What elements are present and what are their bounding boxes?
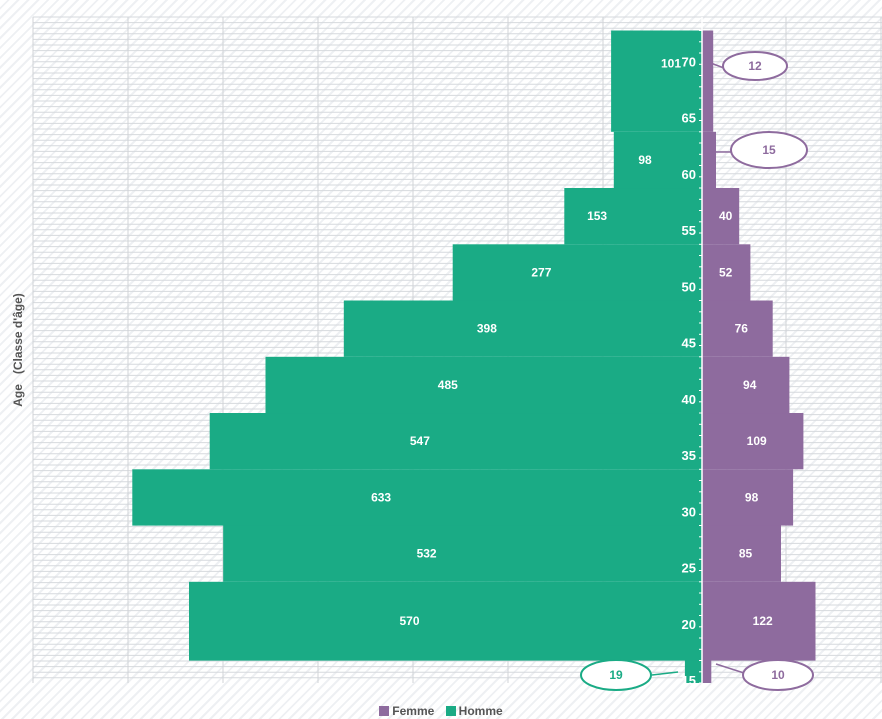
y-tick-label: 25: [682, 561, 696, 576]
callout-femme-65plus-label: 12: [748, 59, 762, 73]
bar-femme: [702, 356, 790, 414]
y-tick-label: 60: [682, 167, 696, 182]
bar-homme: [452, 244, 702, 301]
data-label-femme: 94: [743, 378, 757, 392]
callouts-layer: 12 15 10 19: [580, 51, 814, 691]
legend-label-homme: Homme: [458, 704, 503, 718]
y-axis-label: Age (Classe d'âge): [11, 293, 25, 407]
bar-femme: [702, 131, 716, 189]
bar-homme: [564, 188, 702, 245]
data-label-femme: 122: [753, 614, 773, 628]
bar-homme: [265, 356, 702, 414]
data-label-homme: 532: [417, 547, 437, 561]
data-label-homme: 485: [438, 378, 458, 392]
bar-femme: [702, 300, 773, 357]
callout-femme-60-64-label: 15: [762, 143, 776, 157]
data-label-femme: 40: [719, 209, 733, 223]
y-ticks-layer: 15 20 25 30 35 40 45 50 55 60 65 70: [682, 17, 703, 688]
bar-homme: [209, 413, 702, 470]
legend-item-femme: Femme: [379, 704, 434, 718]
data-label-homme: 547: [410, 434, 430, 448]
y-tick-label: 15: [682, 673, 696, 688]
data-label-homme: 101: [661, 57, 681, 71]
legend-swatch-femme: [379, 706, 390, 716]
y-tick-label: 55: [682, 223, 696, 238]
bar-homme: [223, 525, 702, 582]
callout-femme-15-17-leader: [715, 663, 745, 674]
data-label-homme: 633: [371, 490, 391, 504]
callout-homme-15-17-bubble: [580, 659, 652, 691]
data-label-femme: 76: [735, 322, 749, 336]
callout-femme-65plus-leader: [707, 61, 725, 69]
legend-swatch-homme: [445, 706, 456, 716]
data-labels-layer: 570 532 633 547 485 398 277 153 98 101 122 85 98 109 9…: [371, 57, 773, 628]
data-label-femme: 85: [739, 547, 753, 561]
data-label-homme: 277: [531, 265, 551, 279]
bar-femme: [702, 244, 751, 301]
bar-homme: [343, 300, 702, 357]
bar-homme: [611, 30, 702, 132]
callout-femme-15-17-label: 10: [771, 668, 785, 682]
legend-item-homme: Homme: [445, 704, 503, 718]
y-tick-label: 40: [682, 392, 696, 407]
data-label-homme: 398: [477, 322, 497, 336]
legend: Femme Homme: [0, 704, 882, 718]
data-label-homme: 153: [587, 209, 607, 223]
bar-femme: [702, 469, 794, 526]
y-tick-label: 45: [682, 336, 696, 351]
legend-label-femme: Femme: [392, 704, 435, 718]
y-tick-label: 70: [682, 54, 696, 69]
data-label-femme: 52: [719, 265, 733, 279]
y-tick-label: 65: [682, 111, 696, 126]
bar-femme: [702, 188, 740, 245]
bars-layer: [132, 30, 816, 683]
bar-homme: [189, 581, 702, 661]
y-tick-label: 50: [682, 279, 696, 294]
data-label-femme: 98: [745, 490, 759, 504]
callout-homme-15-17-label: 19: [609, 668, 623, 682]
bar-femme: [702, 413, 804, 470]
y-tick-label: 30: [682, 504, 696, 519]
y-tick-label: 20: [682, 617, 696, 632]
bar-homme: [684, 660, 702, 683]
bar-femme: [702, 30, 714, 132]
bar-femme: [702, 660, 712, 683]
bar-homme: [132, 469, 703, 526]
callout-femme-65plus-bubble: [722, 51, 788, 81]
y-tick-label: 35: [682, 448, 696, 463]
data-label-homme: 570: [399, 614, 419, 628]
callout-femme-60-64-bubble: [730, 131, 808, 169]
callout-homme-15-17-leader: [651, 671, 679, 676]
bar-femme: [702, 525, 781, 582]
callout-femme-15-17-bubble: [742, 659, 814, 691]
data-label-femme: 109: [747, 434, 767, 448]
data-label-homme: 98: [638, 153, 652, 167]
bar-femme: [702, 581, 816, 661]
bar-homme: [613, 131, 702, 189]
